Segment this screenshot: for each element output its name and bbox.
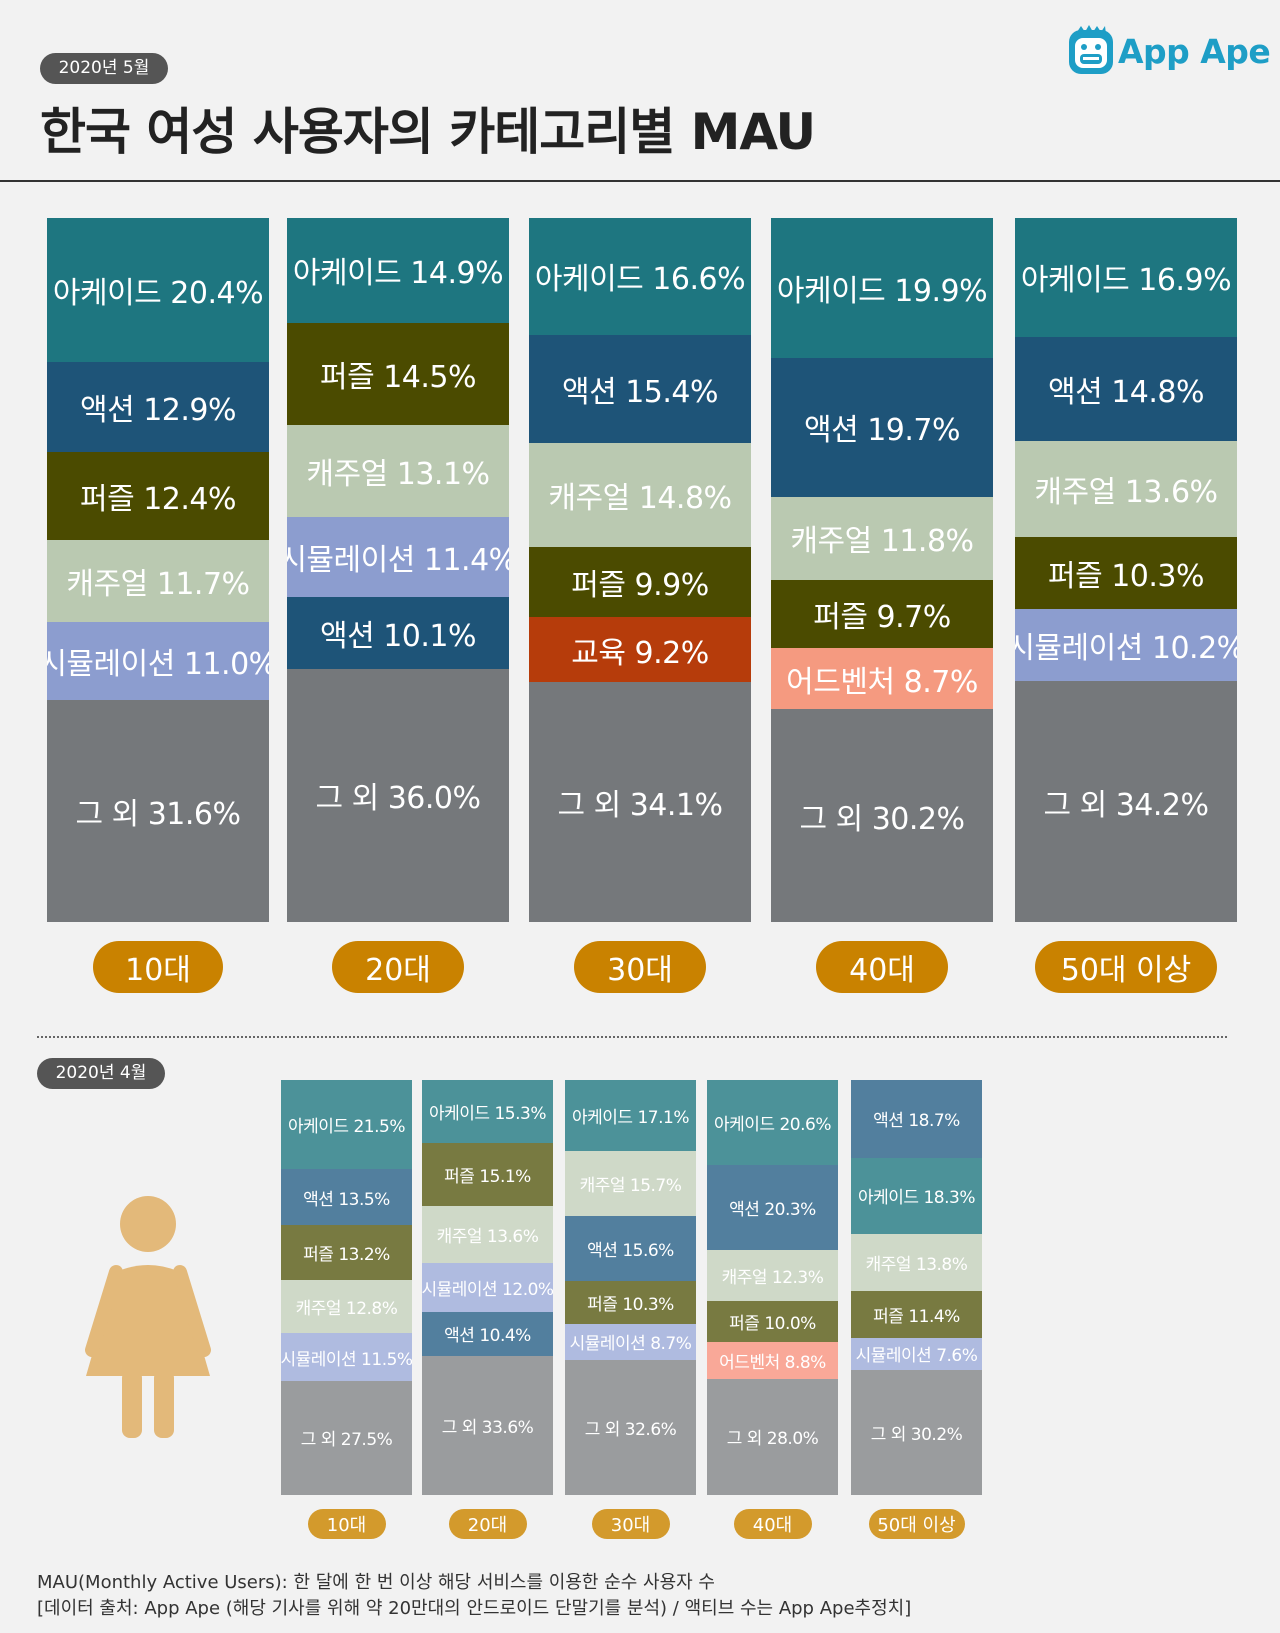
age-group-label: 50대 이상 <box>868 1509 965 1539</box>
age-group-label: 30대 <box>591 1509 670 1539</box>
bar-column-20대: 아케이드 14.9% 퍼즐 14.5% 캐주얼 13.1% 시뮬레이션 11.4% 액션… <box>287 218 509 922</box>
bar-segment-아케이드: 아케이드 20.6% <box>707 1080 838 1166</box>
bar-column-50대-이상: 액션 18.7% 아케이드 18.3% 캐주얼 13.8% 퍼즐 11.4% 시뮬레이션… <box>851 1080 982 1495</box>
bar-segment-액션: 액션 10.4% <box>422 1312 553 1356</box>
footnote-source: [데이터 출처: App Ape (해당 기사를 위해 약 20만대의 안드로이… <box>37 1598 912 1619</box>
age-group-label: 50대 이상 <box>1035 941 1217 993</box>
bar-segment-시뮬레이션: 시뮬레이션 7.6% <box>851 1338 982 1370</box>
bar-segment-퍼즐: 퍼즐 9.9% <box>529 547 751 618</box>
bar-segment-캐주얼: 캐주얼 12.3% <box>707 1249 838 1301</box>
bar-column-40대: 아케이드 19.9% 액션 19.7% 캐주얼 11.8% 퍼즐 9.7% 어드벤처 8… <box>771 218 993 922</box>
bar-segment-액션: 액션 15.6% <box>565 1216 696 1281</box>
age-group-label: 40대 <box>816 941 948 993</box>
age-group-label: 40대 <box>733 1509 812 1539</box>
bar-segment-퍼즐: 퍼즐 15.1% <box>422 1143 553 1207</box>
bar-segment-액션: 액션 10.1% <box>287 597 509 669</box>
bar-column-50대-이상: 아케이드 16.9% 액션 14.8% 캐주얼 13.6% 퍼즐 10.3% 시뮬레이션… <box>1015 218 1237 922</box>
header-divider <box>0 180 1280 182</box>
bar-column-10대: 아케이드 20.4% 액션 12.9% 퍼즐 12.4% 캐주얼 11.7% 시뮬레이션… <box>47 218 269 922</box>
bar-segment-아케이드: 아케이드 14.9% <box>287 218 509 323</box>
bar-segment-그-외: 그 외 34.1% <box>529 681 751 922</box>
bar-segment-퍼즐: 퍼즐 10.0% <box>707 1300 838 1343</box>
bar-segment-시뮬레이션: 시뮬레이션 11.4% <box>287 517 509 598</box>
bar-segment-퍼즐: 퍼즐 11.4% <box>851 1290 982 1339</box>
bar-segment-액션: 액션 13.5% <box>281 1169 412 1226</box>
bar-segment-액션: 액션 19.7% <box>771 358 993 497</box>
age-group-label: 10대 <box>93 941 223 993</box>
bar-segment-아케이드: 아케이드 16.6% <box>529 218 751 335</box>
bar-segment-아케이드: 아케이드 18.3% <box>851 1157 982 1234</box>
bar-segment-아케이드: 아케이드 19.9% <box>771 218 993 359</box>
bar-segment-캐주얼: 캐주얼 13.8% <box>851 1233 982 1291</box>
bar-segment-액션: 액션 14.8% <box>1015 336 1237 442</box>
bar-column-20대: 아케이드 15.3% 퍼즐 15.1% 캐주얼 13.6% 시뮬레이션 12.0% 액션… <box>422 1080 553 1495</box>
bar-segment-그-외: 그 외 30.2% <box>771 709 993 922</box>
bar-segment-캐주얼: 캐주얼 12.8% <box>281 1280 412 1334</box>
bar-segment-시뮬레이션: 시뮬레이션 11.0% <box>47 622 269 700</box>
woman-icon <box>85 1196 211 1438</box>
bar-segment-캐주얼: 캐주얼 15.7% <box>565 1150 696 1217</box>
page-title: 한국 여성 사용자의 카테고리별 MAU <box>40 103 816 161</box>
age-group-label: 30대 <box>574 941 706 993</box>
footnote-definition: MAU(Monthly Active Users): 한 달에 한 번 이상 해… <box>37 1572 715 1593</box>
bar-segment-교육: 교육 9.2% <box>529 617 751 682</box>
age-group-label: 10대 <box>307 1509 386 1539</box>
bar-segment-그-외: 그 외 34.2% <box>1015 681 1237 922</box>
bar-column-30대: 아케이드 17.1% 캐주얼 15.7% 액션 15.6% 퍼즐 10.3% 시뮬레이션… <box>565 1080 696 1495</box>
bar-segment-퍼즐: 퍼즐 13.2% <box>281 1225 412 1281</box>
bar-segment-캐주얼: 캐주얼 13.6% <box>422 1206 553 1263</box>
bar-segment-그-외: 그 외 31.6% <box>47 699 269 922</box>
bar-segment-캐주얼: 캐주얼 14.8% <box>529 443 751 548</box>
bar-segment-액션: 액션 12.9% <box>47 361 269 453</box>
bar-segment-액션: 액션 15.4% <box>529 334 751 444</box>
date-badge: 2020년 5월 <box>40 53 168 84</box>
date-badge-april: 2020년 4월 <box>37 1058 165 1089</box>
bar-segment-아케이드: 아케이드 16.9% <box>1015 218 1237 337</box>
bar-segment-캐주얼: 캐주얼 13.1% <box>287 424 509 518</box>
bar-segment-그-외: 그 외 36.0% <box>287 668 509 922</box>
bar-segment-퍼즐: 퍼즐 12.4% <box>47 452 269 540</box>
bar-segment-퍼즐: 퍼즐 14.5% <box>287 322 509 425</box>
bar-segment-액션: 액션 18.7% <box>851 1080 982 1158</box>
ape-face-icon <box>1069 25 1113 74</box>
bar-segment-퍼즐: 퍼즐 10.3% <box>1015 536 1237 610</box>
bar-column-40대: 아케이드 20.6% 액션 20.3% 캐주얼 12.3% 퍼즐 10.0% 어드벤처 … <box>707 1080 838 1495</box>
bar-segment-그-외: 그 외 33.6% <box>422 1355 553 1495</box>
bar-column-30대: 아케이드 16.6% 액션 15.4% 캐주얼 14.8% 퍼즐 9.9% 교육 9.2… <box>529 218 751 922</box>
bar-segment-시뮬레이션: 시뮬레이션 12.0% <box>422 1262 553 1313</box>
bar-segment-퍼즐: 퍼즐 10.3% <box>565 1280 696 1324</box>
section-divider <box>37 1036 1227 1038</box>
bar-segment-아케이드: 아케이드 20.4% <box>47 218 269 362</box>
bar-segment-액션: 액션 20.3% <box>707 1165 838 1250</box>
bar-segment-퍼즐: 퍼즐 9.7% <box>771 579 993 649</box>
bar-segment-아케이드: 아케이드 15.3% <box>422 1080 553 1144</box>
bar-segment-아케이드: 아케이드 17.1% <box>565 1080 696 1151</box>
footnote: MAU(Monthly Active Users): 한 달에 한 번 이상 해… <box>37 1570 911 1622</box>
bar-segment-시뮬레이션: 시뮬레이션 11.5% <box>281 1333 412 1381</box>
age-group-label: 20대 <box>332 941 464 993</box>
bar-segment-그-외: 그 외 32.6% <box>565 1359 696 1495</box>
logo-text: App Ape <box>1118 32 1271 71</box>
bar-segment-그-외: 그 외 28.0% <box>707 1378 838 1495</box>
age-group-label: 20대 <box>448 1509 527 1539</box>
bar-segment-캐주얼: 캐주얼 13.6% <box>1015 441 1237 537</box>
bar-segment-어드벤처: 어드벤처 8.8% <box>707 1342 838 1379</box>
bar-segment-그-외: 그 외 30.2% <box>851 1369 982 1495</box>
bar-segment-아케이드: 아케이드 21.5% <box>281 1080 412 1170</box>
bar-segment-어드벤처: 어드벤처 8.7% <box>771 648 993 710</box>
bar-segment-시뮬레이션: 시뮬레이션 8.7% <box>565 1323 696 1360</box>
bar-segment-시뮬레이션: 시뮬레이션 10.2% <box>1015 609 1237 682</box>
bar-segment-캐주얼: 캐주얼 11.7% <box>47 539 269 623</box>
bar-segment-캐주얼: 캐주얼 11.8% <box>771 496 993 580</box>
bar-column-10대: 아케이드 21.5% 액션 13.5% 퍼즐 13.2% 캐주얼 12.8% 시뮬레이션… <box>281 1080 412 1495</box>
bar-segment-그-외: 그 외 27.5% <box>281 1380 412 1495</box>
